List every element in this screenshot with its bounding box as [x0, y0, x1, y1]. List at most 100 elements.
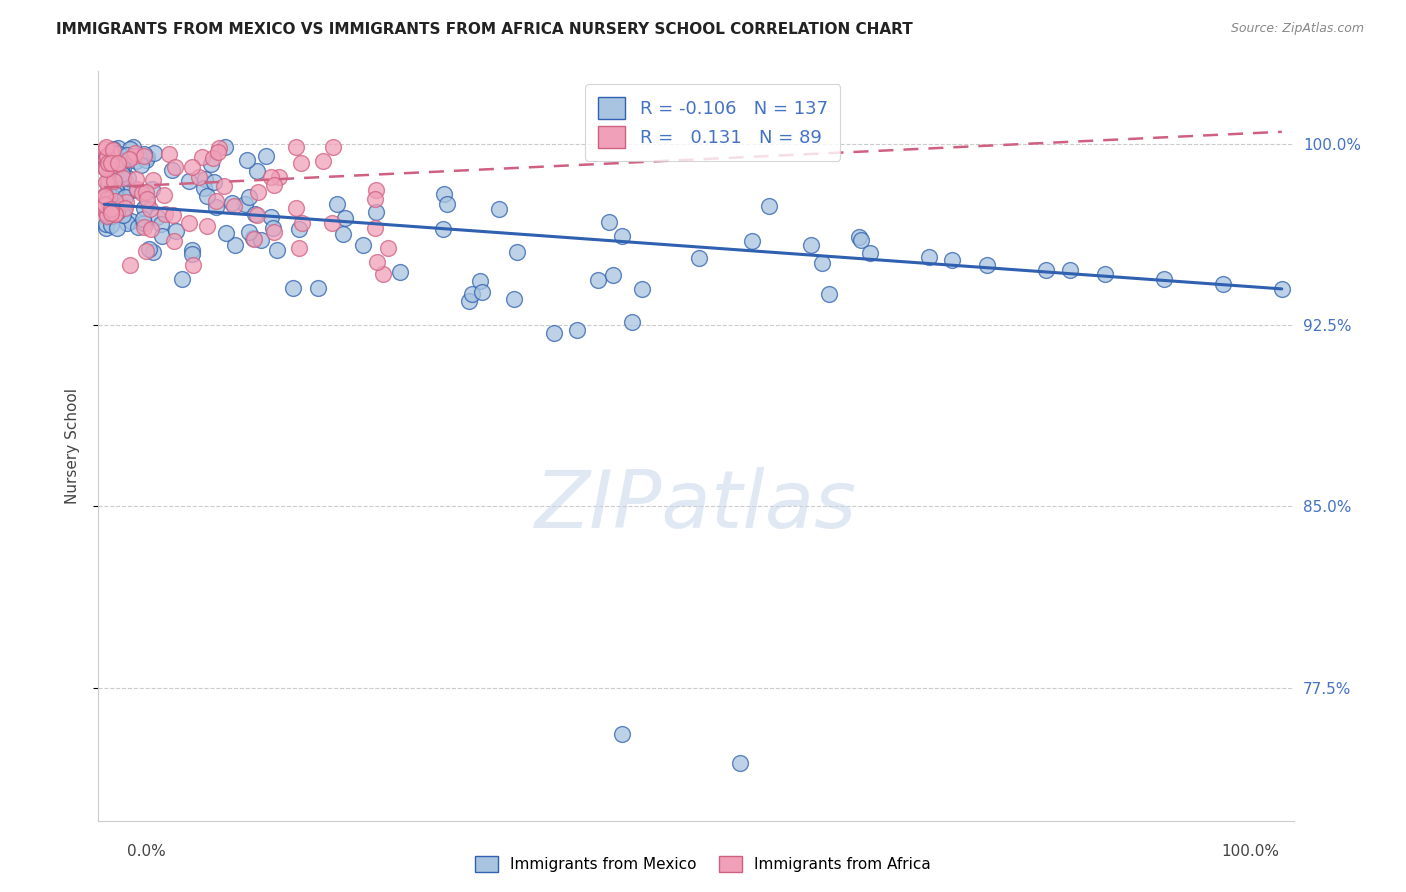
Point	[195, 188, 218, 202]
Point	[100, 218, 122, 232]
Point	[849, 233, 872, 247]
Point	[181, 160, 204, 174]
Point	[105, 163, 128, 178]
Point	[976, 258, 998, 272]
Point	[238, 190, 260, 204]
Point	[105, 182, 128, 196]
Point	[236, 153, 259, 167]
Point	[941, 252, 963, 267]
Point	[1271, 282, 1294, 296]
Point	[100, 145, 122, 159]
Point	[245, 209, 267, 223]
Point	[388, 265, 411, 279]
Point	[321, 216, 343, 230]
Point	[120, 142, 142, 156]
Point	[100, 202, 122, 216]
Point	[543, 326, 565, 340]
Point	[127, 219, 149, 234]
Point	[110, 180, 132, 194]
Point	[488, 202, 510, 216]
Point	[104, 206, 127, 220]
Point	[800, 238, 823, 252]
Point	[104, 207, 127, 221]
Point	[193, 181, 215, 195]
Text: 0.0%: 0.0%	[127, 845, 166, 859]
Point	[307, 281, 329, 295]
Point	[111, 157, 134, 171]
Point	[96, 207, 118, 221]
Point	[94, 142, 117, 156]
Point	[1094, 268, 1116, 282]
Point	[112, 202, 135, 216]
Point	[100, 205, 122, 219]
Point	[94, 150, 117, 164]
Point	[94, 205, 117, 219]
Point	[205, 200, 228, 214]
Text: 100.0%: 100.0%	[1222, 845, 1279, 859]
Point	[160, 162, 183, 177]
Point	[181, 243, 204, 257]
Point	[132, 219, 155, 234]
Point	[202, 175, 225, 189]
Point	[115, 177, 138, 191]
Point	[132, 148, 155, 162]
Point	[125, 172, 148, 186]
Point	[104, 181, 127, 195]
Point	[146, 210, 169, 224]
Point	[97, 186, 120, 200]
Point	[364, 205, 387, 219]
Point	[105, 220, 128, 235]
Point	[586, 273, 609, 287]
Point	[94, 159, 117, 173]
Point	[132, 211, 155, 226]
Point	[859, 245, 882, 260]
Point	[207, 141, 229, 155]
Point	[96, 175, 118, 189]
Point	[728, 756, 751, 770]
Point	[461, 286, 484, 301]
Point	[187, 169, 209, 184]
Point	[688, 251, 710, 265]
Point	[254, 149, 277, 163]
Point	[242, 231, 264, 245]
Point	[96, 153, 118, 168]
Point	[101, 155, 124, 169]
Point	[283, 281, 305, 295]
Point	[104, 194, 127, 208]
Point	[117, 170, 139, 185]
Point	[104, 195, 127, 210]
Point	[741, 234, 763, 248]
Point	[100, 149, 122, 163]
Point	[112, 161, 135, 175]
Point	[101, 164, 124, 178]
Point	[598, 215, 620, 229]
Point	[107, 205, 129, 219]
Point	[118, 184, 141, 198]
Point	[153, 188, 176, 202]
Point	[132, 201, 155, 215]
Point	[94, 140, 117, 154]
Point	[122, 149, 145, 163]
Point	[103, 160, 125, 174]
Point	[108, 147, 131, 161]
Point	[200, 157, 222, 171]
Point	[312, 154, 335, 169]
Point	[432, 222, 454, 236]
Point	[366, 255, 388, 269]
Point	[1035, 262, 1057, 277]
Point	[260, 211, 283, 225]
Point	[114, 195, 136, 210]
Point	[284, 140, 307, 154]
Point	[111, 171, 134, 186]
Point	[114, 190, 136, 204]
Point	[170, 271, 193, 285]
Point	[215, 227, 238, 241]
Point	[1153, 272, 1175, 286]
Point	[621, 315, 644, 329]
Point	[98, 146, 121, 161]
Point	[152, 228, 174, 243]
Point	[132, 147, 155, 161]
Point	[195, 219, 218, 234]
Point	[150, 217, 173, 231]
Point	[433, 186, 456, 201]
